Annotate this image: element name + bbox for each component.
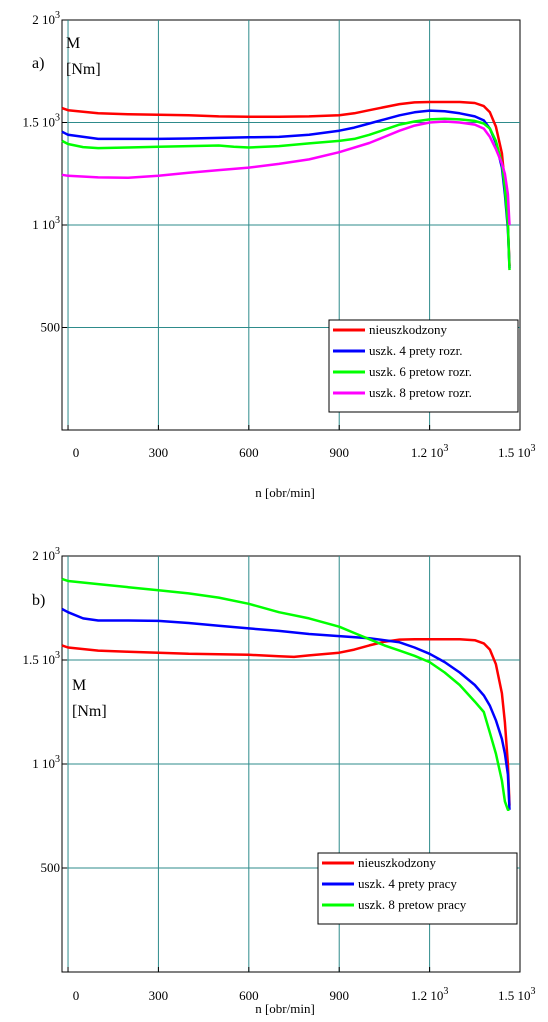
x-tick-label: 1.2 103 — [411, 443, 449, 460]
legend-box — [317, 852, 518, 925]
y-tick-label: 1 103 — [32, 754, 60, 771]
chart-panel-a: 500 1 103 1.5 103 2 103 0 300 600 900 1.2 103 1.5… — [23, 10, 536, 500]
series-line-4 — [61, 120, 511, 226]
y-tick-label: 1.5 103 — [23, 113, 61, 130]
x-axis-label: n [obr/min] — [255, 485, 315, 500]
legend: nieuszkodzony uszk. 4 prety rozr. uszk. 6 … — [328, 319, 519, 413]
legend-box — [328, 319, 519, 413]
x-tick-label: 300 — [149, 445, 169, 460]
y-tick-label: 2 103 — [32, 10, 60, 27]
chart-panel-b: 500 1 103 1.5 103 2 103 0 300 600 900 1.2 103 1.5… — [23, 546, 536, 1016]
x-tick-label: 900 — [329, 988, 349, 1003]
y-axis-label-unit: [Nm] — [72, 703, 107, 720]
y-tick-label: 500 — [41, 860, 61, 875]
legend-entry: nieuszkodzony — [358, 855, 436, 870]
legend: nieuszkodzony uszk. 4 prety pracy uszk. 8 … — [317, 852, 518, 925]
y-axis-label-symbol: M — [72, 677, 86, 694]
panel-label: b) — [32, 592, 45, 609]
x-tick-label: 1.5 103 — [498, 443, 536, 460]
legend-entry: uszk. 8 pretow rozr. — [369, 385, 472, 400]
series-line-2 — [61, 607, 511, 810]
legend-entry: uszk. 6 pretow rozr. — [369, 364, 472, 379]
x-axis-label: n [obr/min] — [255, 1001, 315, 1016]
x-tick-label: 1.2 103 — [411, 986, 449, 1003]
legend-entry: uszk. 4 prety pracy — [358, 876, 457, 891]
x-tick-label: 300 — [149, 988, 169, 1003]
x-tick-label: 0 — [73, 445, 80, 460]
y-axis-label-unit: [Nm] — [66, 61, 101, 78]
panel-label: a) — [32, 55, 44, 72]
x-tick-label: 600 — [239, 445, 259, 460]
x-tick-label: 900 — [329, 445, 349, 460]
y-axis-label-symbol: M — [66, 35, 80, 52]
y-tick-label: 1.5 103 — [23, 650, 61, 667]
series-line-1 — [61, 100, 511, 267]
legend-entry: nieuszkodzony — [369, 322, 447, 337]
y-tick-label: 2 103 — [32, 546, 60, 563]
y-tick-label: 500 — [41, 320, 61, 335]
legend-entry: uszk. 8 pretow pracy — [358, 897, 467, 912]
series-line-1 — [61, 637, 511, 806]
series-line-3 — [61, 117, 511, 271]
series-line-3 — [61, 577, 510, 812]
legend-entry: uszk. 4 prety rozr. — [369, 343, 463, 358]
x-tick-label: 600 — [239, 988, 259, 1003]
x-tick-label: 1.5 103 — [498, 986, 536, 1003]
x-tick-label: 0 — [73, 988, 80, 1003]
y-tick-label: 1 103 — [32, 215, 60, 232]
series-line-2 — [61, 109, 511, 269]
